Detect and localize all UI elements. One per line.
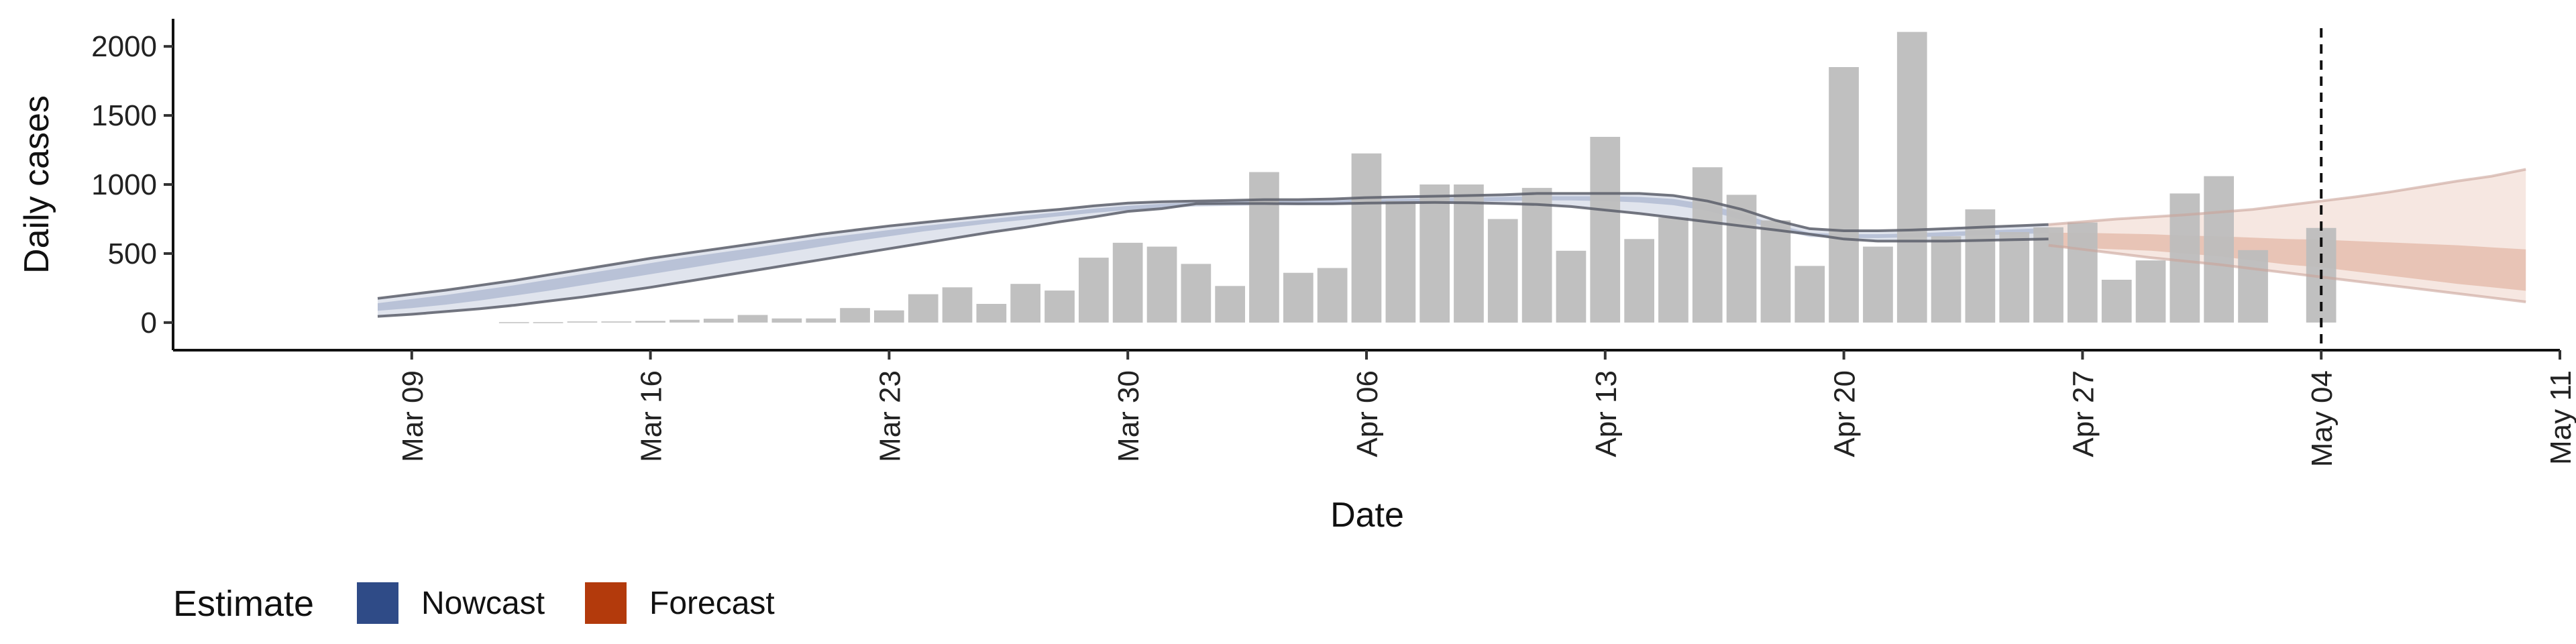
bars-layer <box>498 32 2337 323</box>
bar-2020-05-02 <box>2238 250 2268 323</box>
bar-2020-04-21 <box>1863 246 1893 323</box>
x-tick-label: Mar 30 <box>1112 370 1145 462</box>
bar-2020-04-09 <box>1454 184 1484 323</box>
bar-2020-03-20 <box>771 318 802 323</box>
bar-2020-04-05 <box>1317 268 1348 323</box>
bar-2020-04-17 <box>1726 195 1757 323</box>
bar-2020-03-26 <box>976 304 1007 323</box>
x-tick-label: Apr 27 <box>2067 370 2100 458</box>
legend: Estimate Nowcast Forecast <box>173 582 775 624</box>
x-tick-label: May 04 <box>2306 370 2339 467</box>
plot-area <box>377 28 2526 350</box>
bar-2020-04-18 <box>1760 220 1791 323</box>
x-tick-label: Mar 23 <box>873 370 906 462</box>
bar-2020-03-17 <box>669 319 700 323</box>
bar-2020-04-13 <box>1590 137 1621 323</box>
bar-2020-04-10 <box>1487 219 1518 323</box>
x-ticks: Mar 09 Mar 16 Mar 23 Mar 30 Apr 06 Apr 13 Apr … <box>396 350 2576 467</box>
bar-2020-04-12 <box>1556 250 1587 323</box>
bar-2020-04-27 <box>2068 222 2098 323</box>
y-ticks: 0 500 1000 1500 2000 <box>91 30 173 339</box>
bar-2020-03-25 <box>942 287 973 323</box>
bar-2020-04-16 <box>1692 167 1723 323</box>
nowcast-upper-90-line <box>377 192 2049 300</box>
bar-2020-04-08 <box>1419 184 1450 323</box>
bar-2020-04-06 <box>1351 153 1382 323</box>
y-tick-label: 1000 <box>91 168 157 201</box>
nowcast-band-90 <box>378 193 2049 317</box>
y-tick-label: 1500 <box>91 99 157 132</box>
bar-2020-04-29 <box>2135 260 2166 323</box>
bar-2020-03-29 <box>1079 258 1109 323</box>
y-axis-title: Daily cases <box>17 95 56 274</box>
legend-label-forecast: Forecast <box>649 586 775 621</box>
bar-2020-03-16 <box>635 321 665 323</box>
bar-2020-03-19 <box>737 315 768 323</box>
bar-2020-03-23 <box>874 310 904 323</box>
y-tick-label: 2000 <box>91 30 157 63</box>
nowcast-lower-90-line <box>377 201 2049 318</box>
bar-2020-03-13 <box>533 322 564 323</box>
x-tick-label: May 11 <box>2544 370 2576 465</box>
legend-title: Estimate <box>173 584 314 624</box>
bar-2020-04-02 <box>1215 286 1245 323</box>
bar-2020-03-31 <box>1146 246 1177 323</box>
bar-2020-03-28 <box>1044 290 1075 323</box>
bar-2020-03-30 <box>1112 242 1143 323</box>
bands-layer <box>378 169 2526 317</box>
bar-2020-03-27 <box>1010 284 1040 323</box>
legend-swatch-forecast <box>585 582 627 624</box>
bar-2020-03-18 <box>703 319 734 323</box>
bar-2020-04-07 <box>1385 201 1416 323</box>
forecast-lower-90-line <box>2048 244 2526 303</box>
forecast-band-50 <box>2048 233 2526 291</box>
x-tick-label: Apr 13 <box>1590 370 1623 458</box>
x-tick-label: Apr 20 <box>1829 370 1862 458</box>
legend-label-nowcast: Nowcast <box>421 586 545 621</box>
bar-2020-04-03 <box>1249 172 1279 323</box>
bar-2020-04-11 <box>1521 188 1552 323</box>
bar-2020-04-20 <box>1829 67 1859 323</box>
x-tick-label: Mar 09 <box>396 370 429 462</box>
bar-2020-04-22 <box>1896 32 1927 323</box>
bar-2020-04-26 <box>2033 227 2063 323</box>
x-tick-label: Apr 06 <box>1351 370 1384 458</box>
x-axis-title: Date <box>1330 496 1404 535</box>
bar-2020-04-01 <box>1181 264 1212 323</box>
bar-2020-04-25 <box>1999 232 2030 323</box>
y-tick-label: 500 <box>108 237 157 270</box>
bar-2020-04-28 <box>2101 280 2132 323</box>
bar-2020-03-14 <box>567 321 598 323</box>
bar-2020-05-01 <box>2204 176 2234 323</box>
bar-2020-04-15 <box>1658 217 1688 323</box>
bar-2020-03-21 <box>806 318 837 323</box>
bar-2020-03-24 <box>908 294 938 323</box>
bar-2020-04-19 <box>1794 266 1825 323</box>
x-tick-label: Mar 16 <box>635 370 668 462</box>
bar-2020-03-12 <box>498 322 529 323</box>
legend-swatch-nowcast <box>357 582 398 624</box>
forecast-band-90 <box>2048 169 2526 302</box>
bar-2020-04-04 <box>1283 272 1313 323</box>
bar-2020-04-23 <box>1931 236 1962 323</box>
bar-2020-04-14 <box>1624 239 1654 323</box>
bar-2020-03-22 <box>840 308 870 323</box>
y-tick-label: 0 <box>141 307 157 339</box>
forecast-upper-90-line <box>2048 168 2526 226</box>
lines-layer <box>377 168 2526 318</box>
bar-2020-03-15 <box>601 321 632 323</box>
